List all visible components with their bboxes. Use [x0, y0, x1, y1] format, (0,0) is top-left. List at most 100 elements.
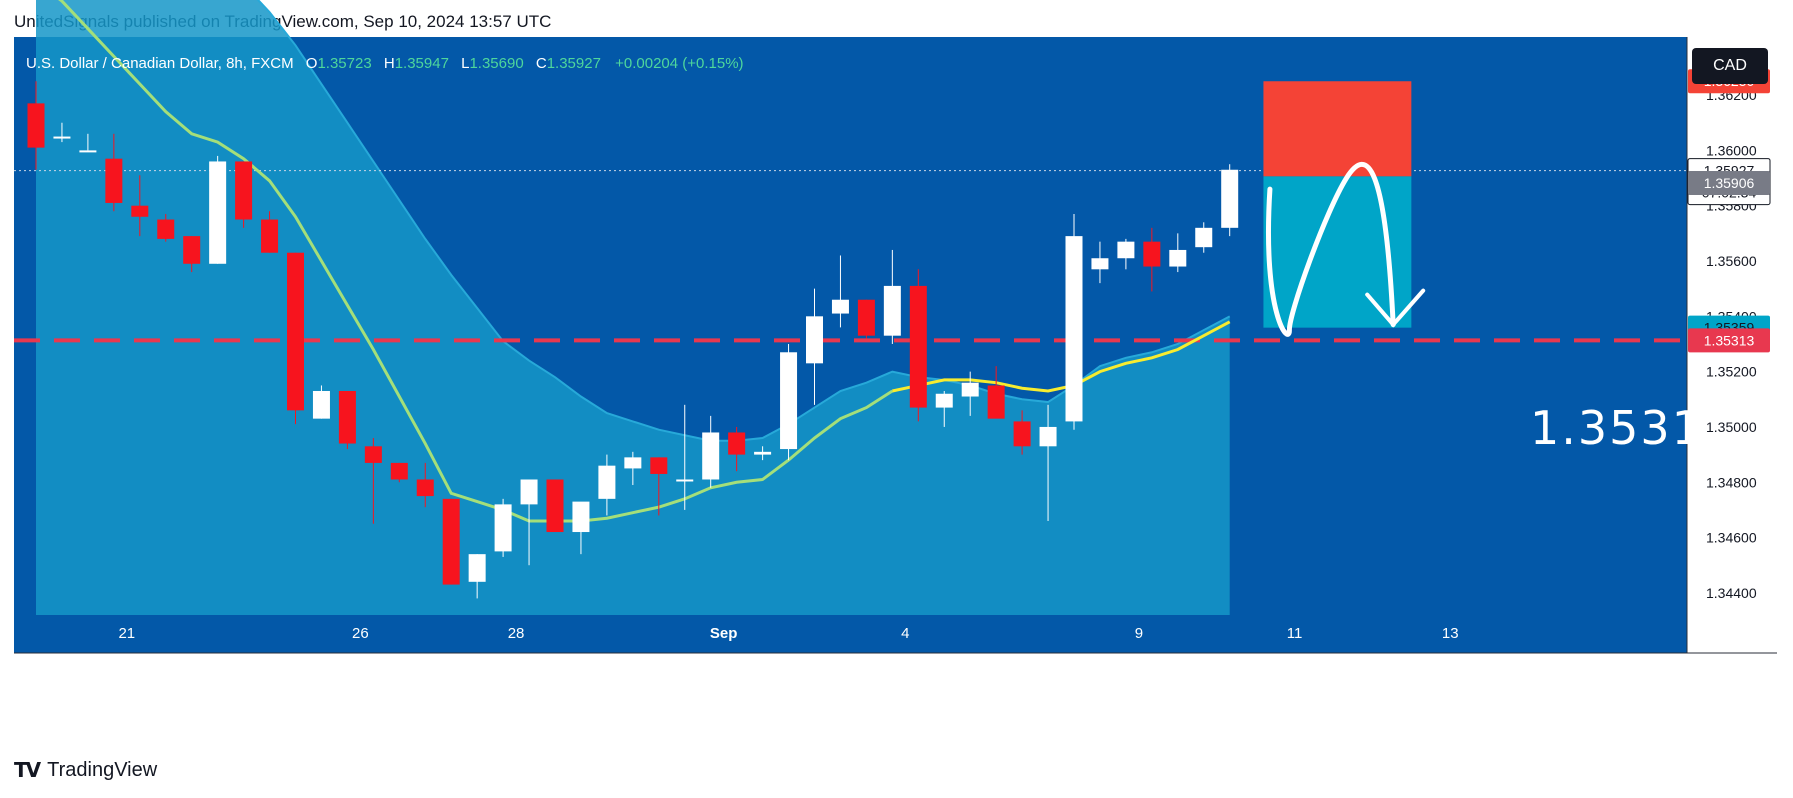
level-price-label-box	[1688, 328, 1770, 353]
candle[interactable]	[806, 288, 823, 405]
candle-body	[883, 285, 901, 336]
candle-body	[494, 504, 512, 552]
candle[interactable]	[1065, 213, 1083, 430]
price-tick-label: 1.35000	[1706, 419, 1757, 435]
candle[interactable]	[157, 213, 175, 242]
candle-body	[1195, 227, 1213, 248]
candle-body	[987, 385, 1005, 419]
candle-body	[1013, 421, 1031, 447]
candle[interactable]	[53, 122, 71, 143]
candle[interactable]	[209, 155, 227, 264]
candle[interactable]	[312, 385, 330, 419]
candle[interactable]	[1039, 404, 1057, 521]
candle[interactable]	[598, 454, 616, 516]
candle-body	[572, 501, 590, 533]
forecast-arrow[interactable]	[1266, 161, 1426, 337]
candle[interactable]	[572, 501, 590, 555]
moving-average-yellow	[892, 320, 1231, 393]
candle[interactable]	[650, 457, 668, 516]
position-tool[interactable]	[1263, 81, 1412, 328]
candle-body	[961, 382, 979, 397]
candle-body	[598, 465, 616, 499]
candle[interactable]	[1013, 410, 1031, 455]
candle[interactable]	[105, 133, 123, 212]
candle-body	[780, 352, 798, 450]
high-label: H	[383, 55, 395, 72]
candle[interactable]	[79, 133, 97, 153]
candle[interactable]	[676, 404, 694, 510]
levels	[14, 170, 1687, 343]
candle-body	[416, 479, 434, 497]
candle[interactable]	[364, 438, 382, 524]
candle-body	[831, 299, 849, 314]
candle-body	[546, 479, 564, 533]
candle[interactable]	[27, 81, 45, 170]
candle[interactable]	[909, 269, 927, 422]
candle[interactable]	[1195, 222, 1213, 253]
tradingview-logo: TV	[14, 758, 41, 782]
candle[interactable]	[857, 299, 875, 339]
candle[interactable]	[935, 390, 953, 427]
time-tick-label: 21	[118, 625, 135, 642]
candle[interactable]	[780, 343, 798, 461]
candle-body	[624, 457, 642, 469]
candle-body	[754, 451, 772, 455]
candle[interactable]	[442, 498, 460, 585]
candle[interactable]	[261, 211, 279, 253]
candle[interactable]	[1221, 164, 1239, 237]
candle[interactable]	[728, 426, 746, 472]
symbol-name[interactable]: U.S. Dollar / Canadian Dollar, 8h, FXCM	[26, 55, 294, 72]
candle[interactable]	[131, 175, 149, 237]
candle[interactable]	[987, 366, 1005, 419]
candle[interactable]	[883, 249, 901, 344]
candle[interactable]	[338, 390, 356, 450]
moving-average-green	[58, 0, 894, 523]
candlesticks[interactable]	[27, 81, 1239, 599]
candle[interactable]	[183, 236, 201, 273]
candle[interactable]	[624, 451, 642, 486]
price-tick-label: 1.36000	[1706, 142, 1757, 158]
open-label: O	[305, 55, 318, 72]
target-annotation[interactable]: 1.3531	[1530, 401, 1703, 455]
candle-body	[909, 285, 927, 408]
candle[interactable]	[831, 255, 849, 328]
time-tick-label: 9	[1135, 625, 1143, 642]
candle[interactable]	[235, 161, 253, 228]
candle-body	[105, 158, 123, 203]
candle-body	[702, 432, 720, 480]
candle-body	[468, 554, 486, 582]
close-label: C	[535, 55, 547, 72]
candle[interactable]	[390, 462, 408, 483]
candle[interactable]	[1169, 233, 1187, 273]
candle-body	[79, 150, 97, 153]
time-tick-label: 4	[901, 625, 909, 642]
candle[interactable]	[1091, 241, 1109, 284]
time-tick-label: 11	[1287, 625, 1303, 642]
candle-body	[131, 205, 149, 217]
tradingview-name: TradingView	[47, 758, 158, 781]
forecast-arrowhead[interactable]	[1365, 288, 1426, 328]
stop-loss-zone[interactable]	[1263, 81, 1412, 177]
candle[interactable]	[494, 498, 512, 557]
candle[interactable]	[1117, 238, 1135, 270]
currency-button[interactable]: CAD	[1692, 48, 1768, 84]
candle[interactable]	[287, 252, 304, 425]
candle[interactable]	[1143, 227, 1161, 292]
change-value: +0.00204 (+0.15%)	[615, 55, 744, 72]
candle-body	[1117, 241, 1135, 259]
low-label: L	[461, 55, 470, 72]
candle-body	[1221, 169, 1239, 228]
candle[interactable]	[546, 479, 564, 533]
candle[interactable]	[520, 479, 538, 566]
candle[interactable]	[468, 554, 486, 599]
candle[interactable]	[754, 446, 772, 461]
candle[interactable]	[702, 415, 720, 488]
candle-body	[157, 219, 175, 239]
candle-body	[390, 462, 408, 480]
candle-body	[53, 136, 71, 139]
forecast-curve[interactable]	[1266, 161, 1396, 337]
open-value: 1.35723	[317, 55, 372, 72]
candle[interactable]	[416, 462, 434, 508]
candle[interactable]	[961, 371, 979, 416]
